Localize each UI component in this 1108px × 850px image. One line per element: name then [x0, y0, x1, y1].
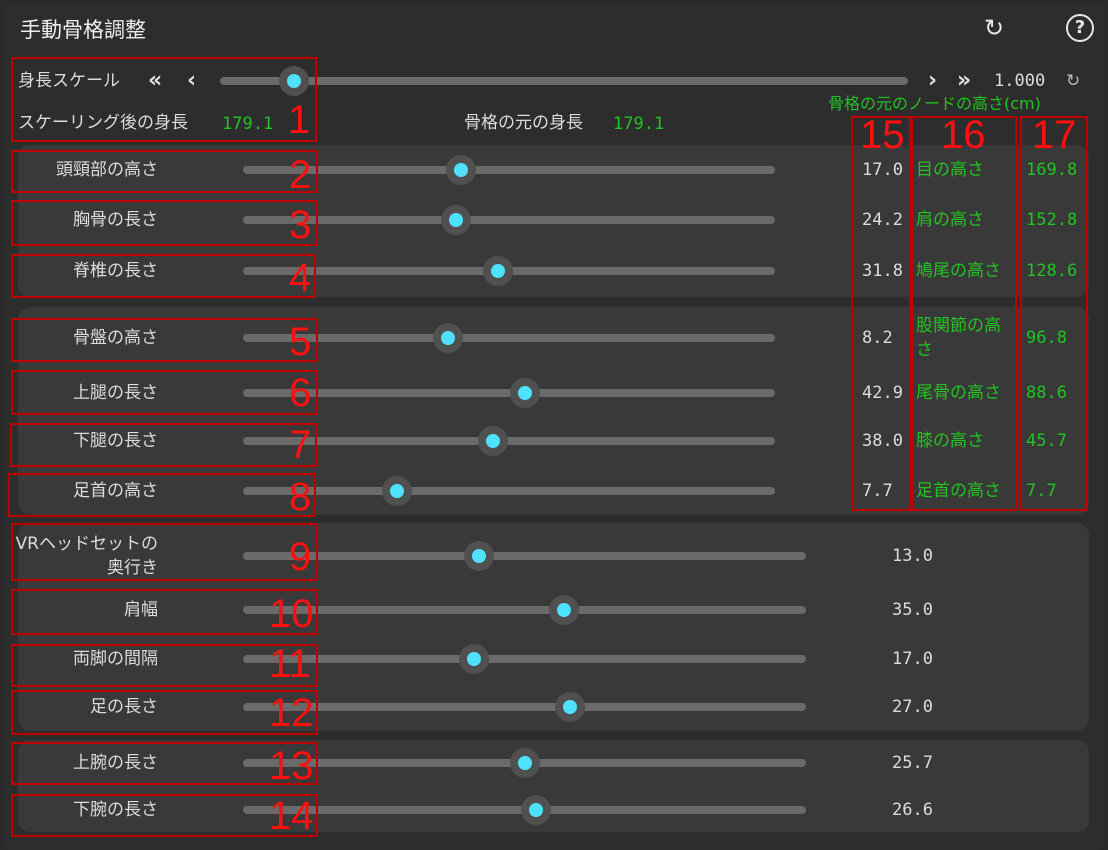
row-value: 8.2: [862, 328, 893, 348]
height-scale-value: 1.000: [994, 71, 1046, 91]
height-scale-label: 身長スケール: [18, 71, 120, 91]
node-heights-header: 骨格の元のノードの高さ(cm): [828, 94, 1041, 113]
row-label: 上腿の長さ: [73, 383, 158, 403]
slider-row: 上腿の長さ 42.9 尾骨の高さ 88.6: [0, 373, 1108, 413]
slider-knob[interactable]: [440, 205, 471, 235]
slider-group: [18, 740, 1089, 832]
slider-knob[interactable]: [520, 795, 551, 825]
slider[interactable]: [243, 644, 806, 674]
height-scale-slider[interactable]: [220, 66, 908, 96]
help-circle-icon[interactable]: ?: [1066, 14, 1094, 42]
row-label: 脊椎の長さ: [73, 261, 158, 281]
slider[interactable]: [243, 476, 775, 506]
refresh-icon[interactable]: ↻: [1066, 71, 1081, 91]
slider-knob[interactable]: [509, 748, 540, 778]
node-name: 肩の高さ: [916, 210, 984, 230]
scaled-height-label: スケーリング後の身長: [18, 113, 188, 133]
slider-row: 下腿の長さ 38.0 膝の高さ 45.7: [0, 421, 1108, 461]
refresh-icon[interactable]: ↻: [983, 14, 1005, 42]
row-label: 上腕の長さ: [73, 753, 158, 773]
node-name: 目の高さ: [916, 160, 984, 180]
slider[interactable]: [243, 256, 775, 286]
slider-row: 下腕の長さ 26.6: [0, 790, 1108, 830]
chevron-right-icon[interactable]: ›: [928, 68, 938, 93]
slider-knob[interactable]: [509, 378, 540, 408]
node-height-value: 169.8: [1026, 160, 1078, 180]
slider-row: 両脚の間隔 17.0: [0, 639, 1108, 679]
slider-knob[interactable]: [464, 541, 495, 571]
row-value: 17.0: [892, 649, 933, 669]
slider-knob[interactable]: [478, 426, 509, 456]
row-label: 足の長さ: [90, 697, 158, 717]
node-height-value: 88.6: [1026, 383, 1067, 403]
slider-knob[interactable]: [458, 644, 489, 674]
slider-knob[interactable]: [278, 66, 309, 96]
row-value: 24.2: [862, 210, 903, 230]
row-value: 25.7: [892, 753, 933, 773]
height-scale-row: 身長スケール « ‹ › » 1.000 ↻: [0, 61, 1108, 101]
slider-knob[interactable]: [554, 692, 585, 722]
row-value: 42.9: [862, 383, 903, 403]
chevron-left-icon[interactable]: ‹: [187, 68, 197, 93]
slider[interactable]: [243, 795, 806, 825]
slider-row: 上腕の長さ 25.7: [0, 743, 1108, 783]
row-value: 17.0: [862, 160, 903, 180]
row-label: 下腕の長さ: [73, 800, 158, 820]
slider-row: 脊椎の長さ 31.8 鳩尾の高さ 128.6: [0, 251, 1108, 291]
row-label: 足首の高さ: [73, 481, 158, 501]
slider[interactable]: [243, 323, 775, 353]
node-name: 鳩尾の高さ: [916, 261, 1001, 281]
original-height-value: 179.1: [613, 114, 665, 134]
slider-knob[interactable]: [382, 476, 413, 506]
node-name: 股関節の高さ: [916, 316, 1001, 360]
node-name: 尾骨の高さ: [916, 383, 1001, 403]
slider-knob[interactable]: [483, 256, 514, 286]
slider[interactable]: [243, 155, 775, 185]
node-name: 膝の高さ: [916, 431, 984, 451]
node-height-value: 7.7: [1026, 481, 1057, 501]
slider-row: 足首の高さ 7.7 足首の高さ 7.7: [0, 471, 1108, 511]
node-height-value: 128.6: [1026, 261, 1078, 281]
row-label: VRヘッドセットの奥行き: [15, 534, 158, 578]
slider-row: 頭頸部の高さ 17.0 目の高さ 169.8: [0, 150, 1108, 190]
row-label: 肩幅: [124, 600, 158, 620]
scaled-height-value: 179.1: [222, 114, 274, 134]
row-value: 7.7: [862, 481, 893, 501]
row-label: 両脚の間隔: [73, 649, 158, 669]
node-height-value: 45.7: [1026, 431, 1067, 451]
slider-knob[interactable]: [432, 323, 463, 353]
slider[interactable]: [243, 426, 775, 456]
page-title: 手動骨格調整: [20, 18, 146, 42]
row-label: 骨盤の高さ: [73, 328, 158, 348]
row-value: 38.0: [862, 431, 903, 451]
slider[interactable]: [243, 541, 806, 571]
double-chevron-left-icon[interactable]: «: [148, 68, 163, 93]
slider[interactable]: [243, 692, 806, 722]
slider-row: 肩幅 35.0: [0, 590, 1108, 630]
row-value: 35.0: [892, 600, 933, 620]
node-name: 足首の高さ: [916, 481, 1001, 501]
slider-row: 足の長さ 27.0: [0, 687, 1108, 727]
slider-knob[interactable]: [548, 595, 579, 625]
slider-row: 骨盤の高さ 8.2 股関節の高さ 96.8: [0, 316, 1108, 360]
original-height-label: 骨格の元の身長: [464, 113, 583, 133]
double-chevron-right-icon[interactable]: »: [957, 68, 972, 93]
row-label: 下腿の長さ: [73, 431, 158, 451]
row-value: 26.6: [892, 800, 933, 820]
slider-row: VRヘッドセットの奥行き 13.0: [0, 534, 1108, 578]
row-label: 胸骨の長さ: [73, 210, 158, 230]
row-value: 27.0: [892, 697, 933, 717]
slider[interactable]: [243, 595, 806, 625]
slider[interactable]: [243, 205, 775, 235]
row-label: 頭頸部の高さ: [56, 160, 158, 180]
slider-knob[interactable]: [446, 155, 477, 185]
node-height-value: 96.8: [1026, 328, 1067, 348]
slider[interactable]: [243, 748, 806, 778]
node-height-value: 152.8: [1026, 210, 1078, 230]
row-value: 31.8: [862, 261, 903, 281]
row-value: 13.0: [892, 546, 933, 566]
slider-row: 胸骨の長さ 24.2 肩の高さ 152.8: [0, 200, 1108, 240]
slider[interactable]: [243, 378, 775, 408]
